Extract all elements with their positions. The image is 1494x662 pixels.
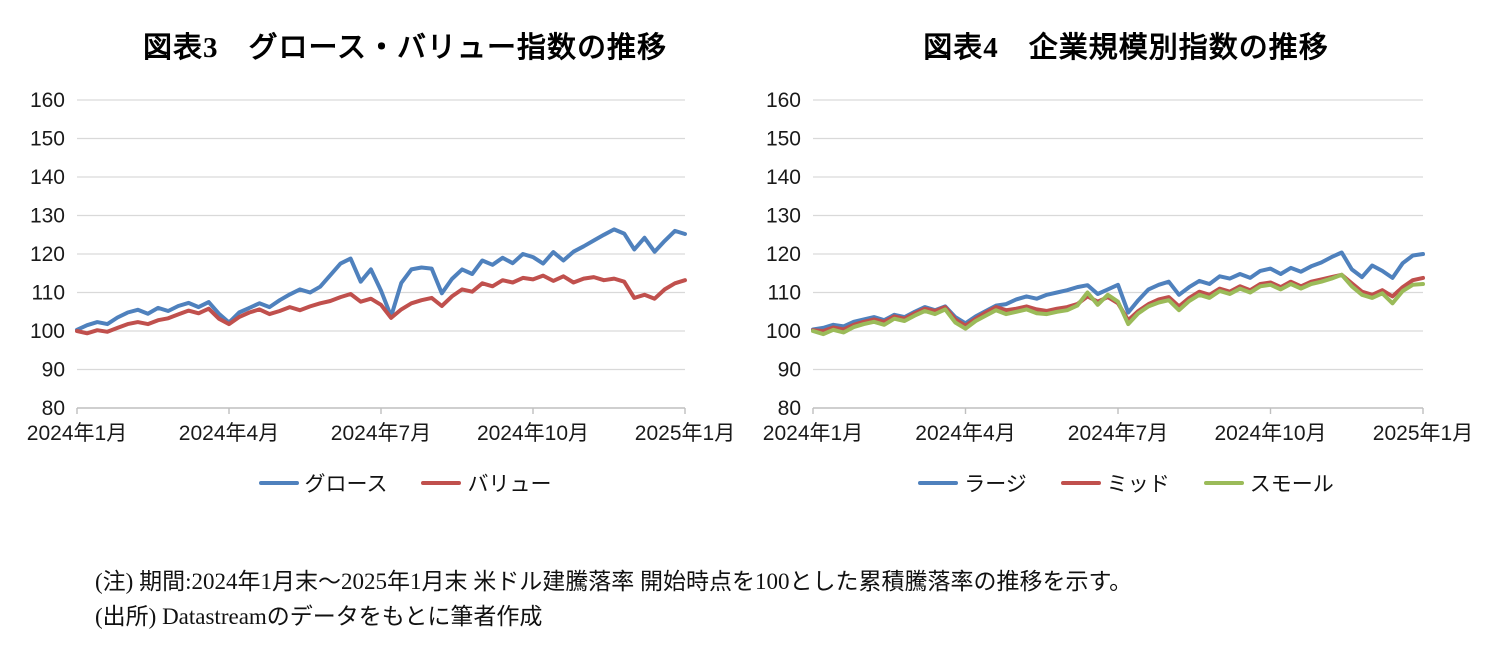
figure4-title: 図表4 企業規模別指数の推移 (923, 32, 1329, 64)
legend-item: バリュー (421, 468, 551, 498)
y-tick-label: 100 (30, 320, 65, 343)
legend-label: ミッド (1106, 473, 1170, 496)
legend-line-sample (1060, 481, 1101, 485)
legend-item: スモール (1203, 468, 1334, 498)
legend-item: グロース (258, 468, 388, 498)
series-line-バリュー (75, 273, 687, 336)
y-tick-label: 130 (766, 205, 801, 228)
x-tick-label: 2025年1月 (1373, 422, 1473, 445)
legend-line-sample (918, 481, 959, 485)
legend-label: ラージ (964, 473, 1027, 496)
x-tick-label: 2024年4月 (179, 422, 279, 445)
x-tick-label: 2025年1月 (635, 422, 735, 445)
y-tick-label: 80 (778, 397, 801, 420)
y-tick-label: 110 (768, 282, 801, 305)
y-tick-label: 90 (42, 359, 65, 382)
y-tick-label: 150 (766, 128, 801, 151)
note-period: (注) 期間:2024年1月末～2025年1月末 米ドル建騰落率 開始時点を10… (95, 569, 1133, 594)
y-tick-label: 120 (30, 243, 65, 266)
x-tick-label: 2024年10月 (1214, 422, 1326, 445)
legend-label: グロース (304, 473, 388, 496)
series-line-スモール (811, 272, 1425, 337)
x-tick-label: 2024年1月 (27, 422, 127, 445)
y-tick-label: 120 (766, 243, 801, 266)
y-tick-label: 140 (30, 166, 65, 189)
x-tick-label: 2024年1月 (763, 422, 863, 445)
y-tick-label: 150 (30, 128, 65, 151)
legend-label: スモール (1249, 473, 1334, 496)
legend-item: ミッド (1060, 468, 1170, 498)
figure4-legend: ラージ ミッド スモール (766, 468, 1486, 498)
legend-line-sample (1203, 481, 1244, 485)
legend-line-sample (258, 481, 299, 485)
figure3-title: 図表3 グロース・バリュー指数の推移 (142, 32, 668, 64)
x-tick-label: 2024年10月 (477, 422, 589, 445)
y-tick-label: 130 (30, 205, 65, 228)
y-tick-label: 90 (778, 359, 801, 382)
legend-line-sample (421, 481, 462, 485)
note-source: (出所) Datastreamのデータをもとに筆者作成 (95, 603, 543, 629)
y-tick-label: 110 (32, 282, 65, 305)
x-tick-label: 2024年4月 (915, 422, 1015, 445)
x-tick-label: 2024年7月 (331, 422, 431, 445)
series-line-グロース (75, 227, 687, 332)
y-tick-label: 100 (766, 320, 801, 343)
y-tick-label: 140 (766, 166, 801, 189)
y-tick-label: 80 (42, 397, 65, 420)
legend-label: バリュー (467, 473, 552, 496)
legend-item: ラージ (918, 468, 1027, 498)
y-tick-label: 160 (30, 89, 65, 112)
figure3-legend: グロース バリュー (45, 468, 765, 498)
y-tick-label: 160 (766, 89, 801, 112)
x-tick-label: 2024年7月 (1068, 422, 1168, 445)
footnotes: (注) 期間:2024年1月末～2025年1月末 米ドル建騰落率 開始時点を10… (95, 565, 1132, 634)
